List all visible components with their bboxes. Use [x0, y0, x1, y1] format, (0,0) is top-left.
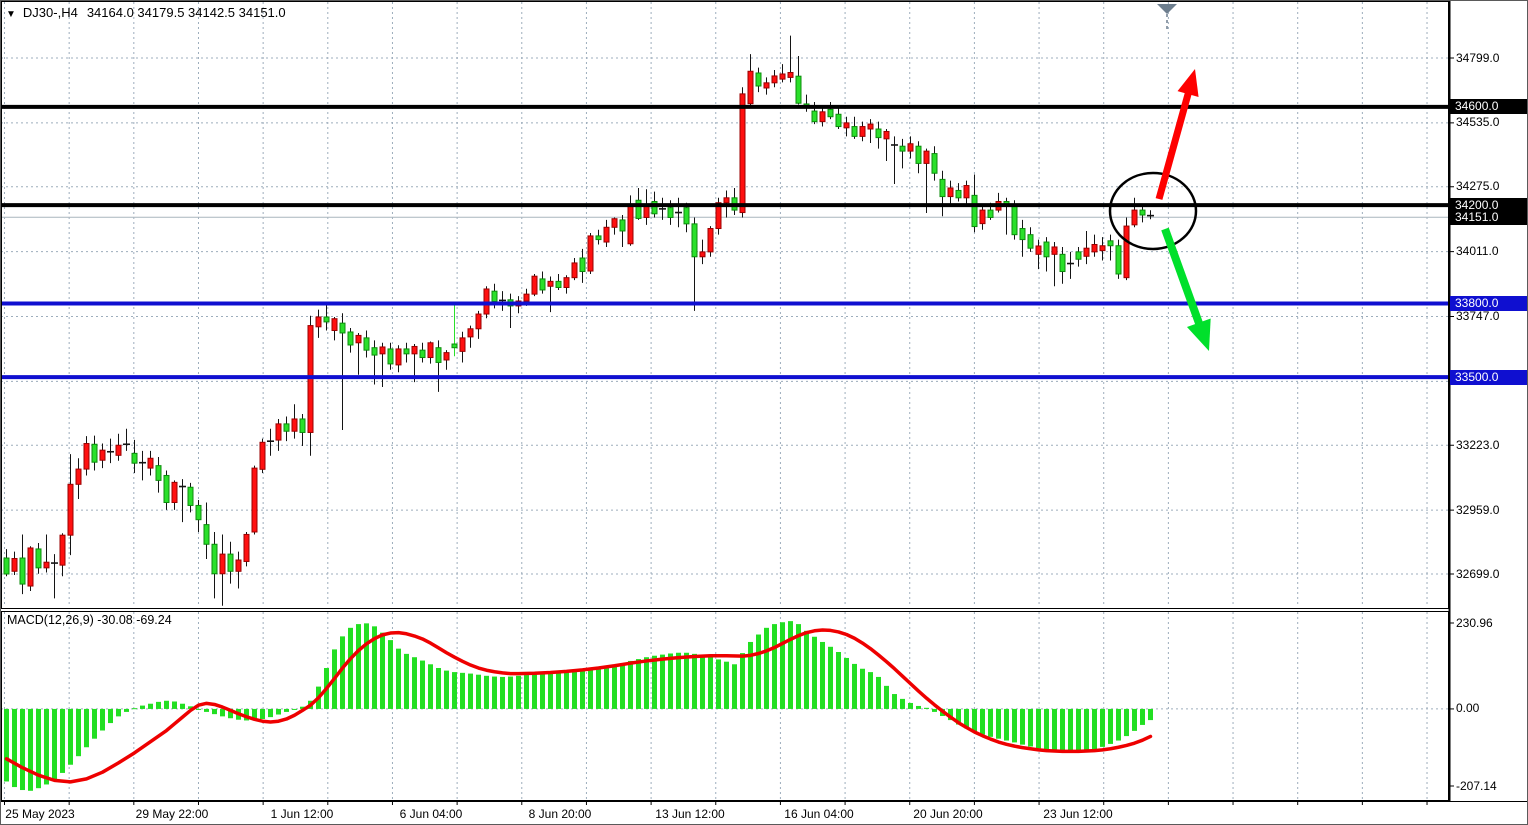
highlight-ellipse: [1108, 171, 1198, 251]
chart-title: ▼ DJ30-,H4 34164.0 34179.5 34142.5 34151.0: [6, 5, 286, 20]
time-axis[interactable]: [1, 802, 1527, 824]
bullish-arrow-head: [1177, 69, 1199, 97]
symbol-period-label: DJ30-,H4: [22, 5, 78, 20]
panel-borders: [1, 1, 1527, 805]
price-line-badge: 33500.0: [1450, 369, 1527, 385]
price-axis-label: 34275.0: [1456, 179, 1500, 194]
price-line-badge: 34600.0: [1450, 99, 1527, 115]
price-axis-label: 33747.0: [1456, 308, 1500, 323]
price-axis-label: 34011.0: [1456, 244, 1499, 259]
time-axis-label: 20 Jun 20:00: [913, 807, 983, 821]
time-axis-label: 13 Jun 12:00: [655, 807, 725, 821]
chart-shift-marker-icon[interactable]: [1157, 4, 1177, 14]
annotations-layer[interactable]: [1108, 4, 1211, 351]
symbol-dropdown-marker-icon[interactable]: ▼: [6, 9, 16, 20]
price-line-badge: 33800.0: [1450, 295, 1527, 311]
time-axis-label: 8 Jun 20:00: [528, 807, 592, 821]
bearish-arrow-head: [1186, 318, 1211, 351]
macd-axis-label: 230.96: [1456, 615, 1493, 630]
current-price-badge: 34151.0: [1450, 209, 1527, 225]
price-line-badge: 34200.0: [1450, 197, 1527, 213]
time-axis-label: 25 May 2023: [5, 807, 75, 821]
price-axis-label: 32699.0: [1456, 566, 1500, 581]
time-axis-label: 1 Jun 12:00: [270, 807, 334, 821]
price-axis-label: 34535.0: [1456, 115, 1500, 130]
macd-axis-label: 0.00: [1456, 701, 1480, 716]
main-chart-area[interactable]: [1, 1, 1448, 608]
time-axis-label: 29 May 22:00: [135, 807, 209, 821]
macd-indicator-label: MACD(12,26,9) -30.08 -69.24: [7, 613, 172, 627]
macd-layer: [4, 621, 1153, 791]
bearish-arrow: [1161, 227, 1204, 328]
ohlc-values-label: 34164.0 34179.5 34142.5 34151.0: [86, 5, 286, 20]
price-axis-label: 32959.0: [1456, 502, 1500, 517]
macd-panel-area[interactable]: [1, 611, 1448, 800]
macd-axis-label: -207.14: [1456, 778, 1497, 793]
time-axis-label: 16 Jun 04:00: [784, 807, 854, 821]
time-axis-label: 23 Jun 12:00: [1043, 807, 1113, 821]
price-axis[interactable]: [1449, 1, 1527, 801]
time-axis-label: 6 Jun 04:00: [399, 807, 463, 821]
price-axis-label: 34799.0: [1456, 50, 1500, 65]
macd-signal-line: [4, 628, 1153, 784]
bullish-arrow: [1155, 89, 1193, 200]
horizontal-lines-layer[interactable]: [1, 104, 1448, 380]
price-axis-label: 33223.0: [1456, 437, 1500, 452]
